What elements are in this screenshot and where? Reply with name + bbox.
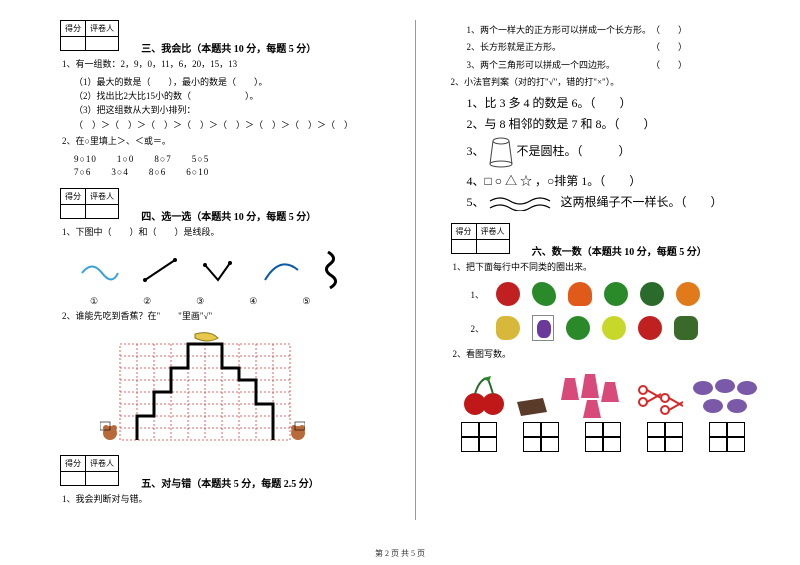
monkey-right-icon bbox=[291, 422, 305, 440]
q3-1d: （ ）＞（ ）＞（ ）＞（ ）＞（ ）＞（ ）＞（ ）＞（ ） bbox=[74, 118, 380, 132]
score-h: 得分 bbox=[451, 223, 476, 239]
score-h: 得分 bbox=[61, 21, 86, 37]
score-h: 得分 bbox=[61, 455, 86, 471]
cherries-icon bbox=[461, 374, 507, 418]
watermelon-icon bbox=[566, 316, 590, 340]
score-box-4: 得分评卷人 bbox=[60, 188, 119, 219]
q3-1: 1、有一组数：2，9，0，11，6，20，15，13 bbox=[62, 58, 380, 72]
q3-1b: （2）找出比2大比15小的数（ ）。 bbox=[74, 89, 380, 103]
count-box-5 bbox=[709, 422, 745, 452]
j5a: 5、 bbox=[467, 195, 485, 209]
section-4: 得分评卷人 四、选一选（本题共 10 分，每题 5 分） 1、下图中（ ）和（ … bbox=[60, 188, 380, 445]
leaf-icon bbox=[532, 282, 556, 306]
shape-wave-icon bbox=[80, 255, 120, 285]
count-items bbox=[461, 370, 771, 418]
cabbage-icon bbox=[640, 282, 664, 306]
q4-1: 1、下图中（ ）和（ ）是线段。 bbox=[62, 226, 380, 240]
banana-icon bbox=[496, 316, 520, 340]
apple-icon bbox=[602, 316, 626, 340]
line-shapes bbox=[80, 247, 380, 292]
j3: 3、 不是圆柱。（ ） bbox=[467, 136, 771, 168]
grader-h: 评卷人 bbox=[476, 223, 509, 239]
row2-label: 2、 bbox=[471, 322, 485, 335]
count-box-4 bbox=[647, 422, 683, 452]
carrot-icon bbox=[568, 282, 592, 306]
grader-h: 评卷人 bbox=[86, 188, 119, 204]
score-box-5: 得分评卷人 bbox=[60, 455, 119, 486]
sec4-title: 四、选一选（本题共 10 分，每题 5 分） bbox=[141, 208, 316, 223]
q4-2: 2、谁能先吃到香蕉？在" "里画"√" bbox=[62, 310, 380, 324]
label-5: ⑤ bbox=[302, 296, 310, 307]
pumpkin-icon bbox=[676, 282, 700, 306]
shape-labels: ① ② ③ ④ ⑤ bbox=[90, 296, 380, 307]
section-3: 得分评卷人 三、我会比（本题共 10 分，每题 5 分） 1、有一组数：2，9，… bbox=[60, 20, 380, 178]
q3-2b: 7○6 3○4 8○6 6○10 bbox=[74, 165, 380, 178]
grape-icon bbox=[532, 315, 554, 341]
q3-1a: （1）最大的数是（ ），最小的数是（ ）。 bbox=[74, 75, 380, 89]
strawberry-icon bbox=[496, 282, 520, 306]
score-box-3: 得分评卷人 bbox=[60, 20, 119, 51]
fruit-row-2: 2、 bbox=[471, 314, 771, 342]
pineapple-icon bbox=[674, 316, 698, 340]
j2: 2、与 8 相邻的数是 7 和 8。（ ） bbox=[467, 115, 771, 132]
tf-1: 1、两个一样大的正方形可以拼成一个长方形。 （ ） bbox=[467, 23, 771, 37]
lettuce-icon bbox=[604, 282, 628, 306]
banana-grid bbox=[100, 330, 305, 445]
tf-3: 3、两个三角形可以拼成一个四边形。 （ ） bbox=[467, 58, 771, 72]
shape-broken-icon bbox=[200, 255, 240, 285]
sec6-title: 六、数一数（本题共 10 分，每题 5 分） bbox=[532, 243, 707, 258]
section-5: 得分评卷人 五、对与错（本题共 5 分，每题 2.5 分） 1、我会判断对与错。 bbox=[60, 455, 380, 507]
section-6: 得分评卷人 六、数一数（本题共 10 分，每题 5 分） 1、把下面每行中不同类… bbox=[451, 223, 771, 452]
j5b: 这两根绳子不一样长。（ ） bbox=[561, 195, 723, 209]
count-box-3 bbox=[585, 422, 621, 452]
q6-2: 2、看图写数。 bbox=[453, 348, 771, 362]
grader-h: 评卷人 bbox=[86, 21, 119, 37]
dresses-icon bbox=[557, 372, 627, 418]
count-box-1 bbox=[461, 422, 497, 452]
q3-2a: 9○10 1○0 8○7 5○5 bbox=[74, 152, 380, 165]
score-box-6: 得分评卷人 bbox=[451, 223, 510, 254]
sec5-title: 五、对与错（本题共 5 分，每题 2.5 分） bbox=[141, 475, 319, 490]
right-column: 1、两个一样大的正方形可以拼成一个长方形。 （ ） 2、长方形就是正方形。 （ … bbox=[451, 20, 771, 520]
j1: 1、比 3 多 4 的数是 6。（ ） bbox=[467, 94, 771, 111]
shape-arc-icon bbox=[260, 255, 300, 285]
label-1: ① bbox=[90, 296, 98, 307]
scissors-icon bbox=[635, 378, 683, 418]
sec3-title: 三、我会比（本题共 10 分，每题 5 分） bbox=[141, 40, 316, 55]
fruit-row-1: 1、 bbox=[471, 280, 771, 308]
shape-squiggle-icon bbox=[320, 250, 345, 290]
row1-label: 1、 bbox=[471, 288, 485, 301]
count-boxes bbox=[461, 422, 771, 452]
judge-intro: 2、小法官判案（对的打"√"，错的打"×"）。 bbox=[451, 75, 771, 89]
label-4: ④ bbox=[249, 296, 257, 307]
page-footer: 第 2 页 共 5 页 bbox=[0, 548, 800, 559]
label-2: ② bbox=[143, 296, 151, 307]
column-divider bbox=[415, 20, 416, 520]
grader-h: 评卷人 bbox=[86, 455, 119, 471]
j5: 5、 这两根绳子不一样长。（ ） bbox=[467, 193, 771, 211]
label-3: ③ bbox=[196, 296, 204, 307]
hats-icon bbox=[691, 376, 759, 418]
shape-segment-icon bbox=[140, 255, 180, 285]
left-column: 得分评卷人 三、我会比（本题共 10 分，每题 5 分） 1、有一组数：2，9，… bbox=[60, 20, 380, 520]
q3-1c: （3）把这组数从大到小排列： bbox=[74, 103, 380, 117]
wavy-lines-icon bbox=[488, 195, 558, 211]
monkey-left-icon bbox=[100, 422, 117, 440]
count-box-2 bbox=[523, 422, 559, 452]
q3-2: 2、在○里填上＞、＜或＝。 bbox=[62, 135, 380, 149]
cylinder-icon bbox=[488, 136, 514, 168]
score-h: 得分 bbox=[61, 188, 86, 204]
tf-2: 2、长方形就是正方形。 （ ） bbox=[467, 40, 771, 54]
q5-1: 1、我会判断对与错。 bbox=[62, 493, 380, 507]
chocolate-icon bbox=[515, 396, 549, 418]
j3a: 3、 bbox=[467, 143, 485, 157]
q6-1: 1、把下面每行中不同类的圈出来。 bbox=[453, 261, 771, 275]
j3b: 不是圆柱。（ ） bbox=[517, 143, 631, 157]
j4: 4、□ ○ △ ☆ ，○排第 1。（ ） bbox=[467, 172, 771, 189]
cherry-small-icon bbox=[638, 316, 662, 340]
